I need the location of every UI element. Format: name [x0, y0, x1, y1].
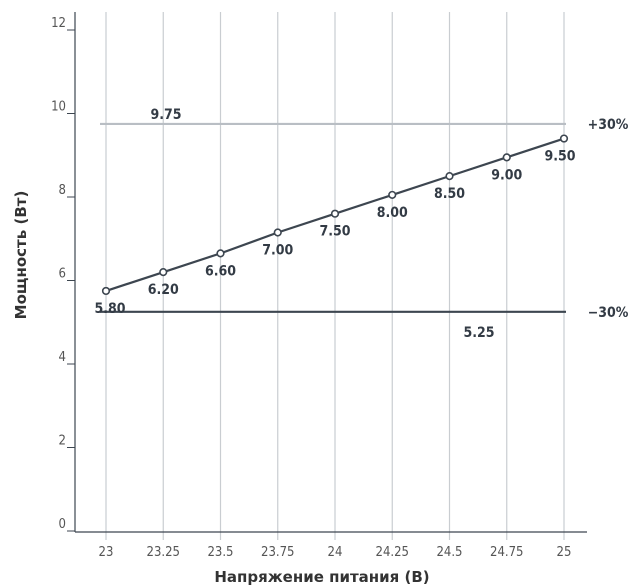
data-point — [445, 172, 454, 181]
axes — [67, 12, 587, 533]
series — [101, 134, 569, 296]
x-tick-label: 24.75 — [490, 545, 523, 560]
vertical-grid — [105, 12, 565, 540]
data-point — [101, 286, 111, 296]
labels: 23 23.25 23.5 23.75 24 24.25 24.5 24.75 25024681… — [51, 16, 629, 560]
data-point — [330, 209, 340, 218]
x-tick-label: 24.25 — [376, 545, 409, 560]
data-label: 9.50 — [544, 149, 575, 165]
y-tick-label: 4 — [59, 350, 66, 365]
data-label: 6.60 — [205, 263, 236, 279]
y-tick-label: 10 — [51, 100, 66, 115]
x-tick-label: 23.25 — [147, 545, 180, 560]
data-point — [502, 153, 511, 162]
data-label: 8.50 — [434, 186, 465, 202]
y-tick-label: 6 — [59, 267, 66, 282]
data-label: 7.50 — [319, 224, 350, 240]
x-tick-label: 24.5 — [436, 545, 462, 560]
y-tick-label: 12 — [51, 16, 66, 31]
x-axis-title: Напряжение питания (В) — [214, 568, 429, 586]
y-tick-label: 8 — [59, 183, 66, 198]
data-label: 7.00 — [262, 242, 293, 258]
y-axis-title: Мощность (Вт) — [12, 191, 30, 320]
x-tick-label: 23.75 — [261, 545, 294, 560]
data-point — [388, 190, 397, 200]
x-tick-label: 24 — [328, 545, 343, 560]
x-tick-label: 23.5 — [207, 545, 233, 560]
data-point — [159, 268, 168, 277]
data-point — [273, 228, 282, 237]
reference-side-label: −30% — [588, 305, 629, 321]
reference-value-label: 9.75 — [150, 107, 181, 123]
reference-lines — [100, 122, 566, 313]
data-label: 9.00 — [491, 167, 522, 183]
data-label: 5.80 — [94, 301, 125, 317]
x-tick-label: 25 — [557, 545, 572, 560]
data-point — [216, 249, 225, 258]
reference-value-label: 5.25 — [463, 325, 494, 341]
data-label: 6.20 — [148, 282, 179, 298]
x-tick-label: 23 — [99, 545, 114, 560]
data-label: 8.00 — [377, 205, 408, 221]
reference-side-label: +30% — [588, 117, 629, 133]
data-point — [559, 134, 569, 143]
y-tick-label: 0 — [59, 517, 66, 532]
y-tick-label: 2 — [59, 434, 66, 449]
